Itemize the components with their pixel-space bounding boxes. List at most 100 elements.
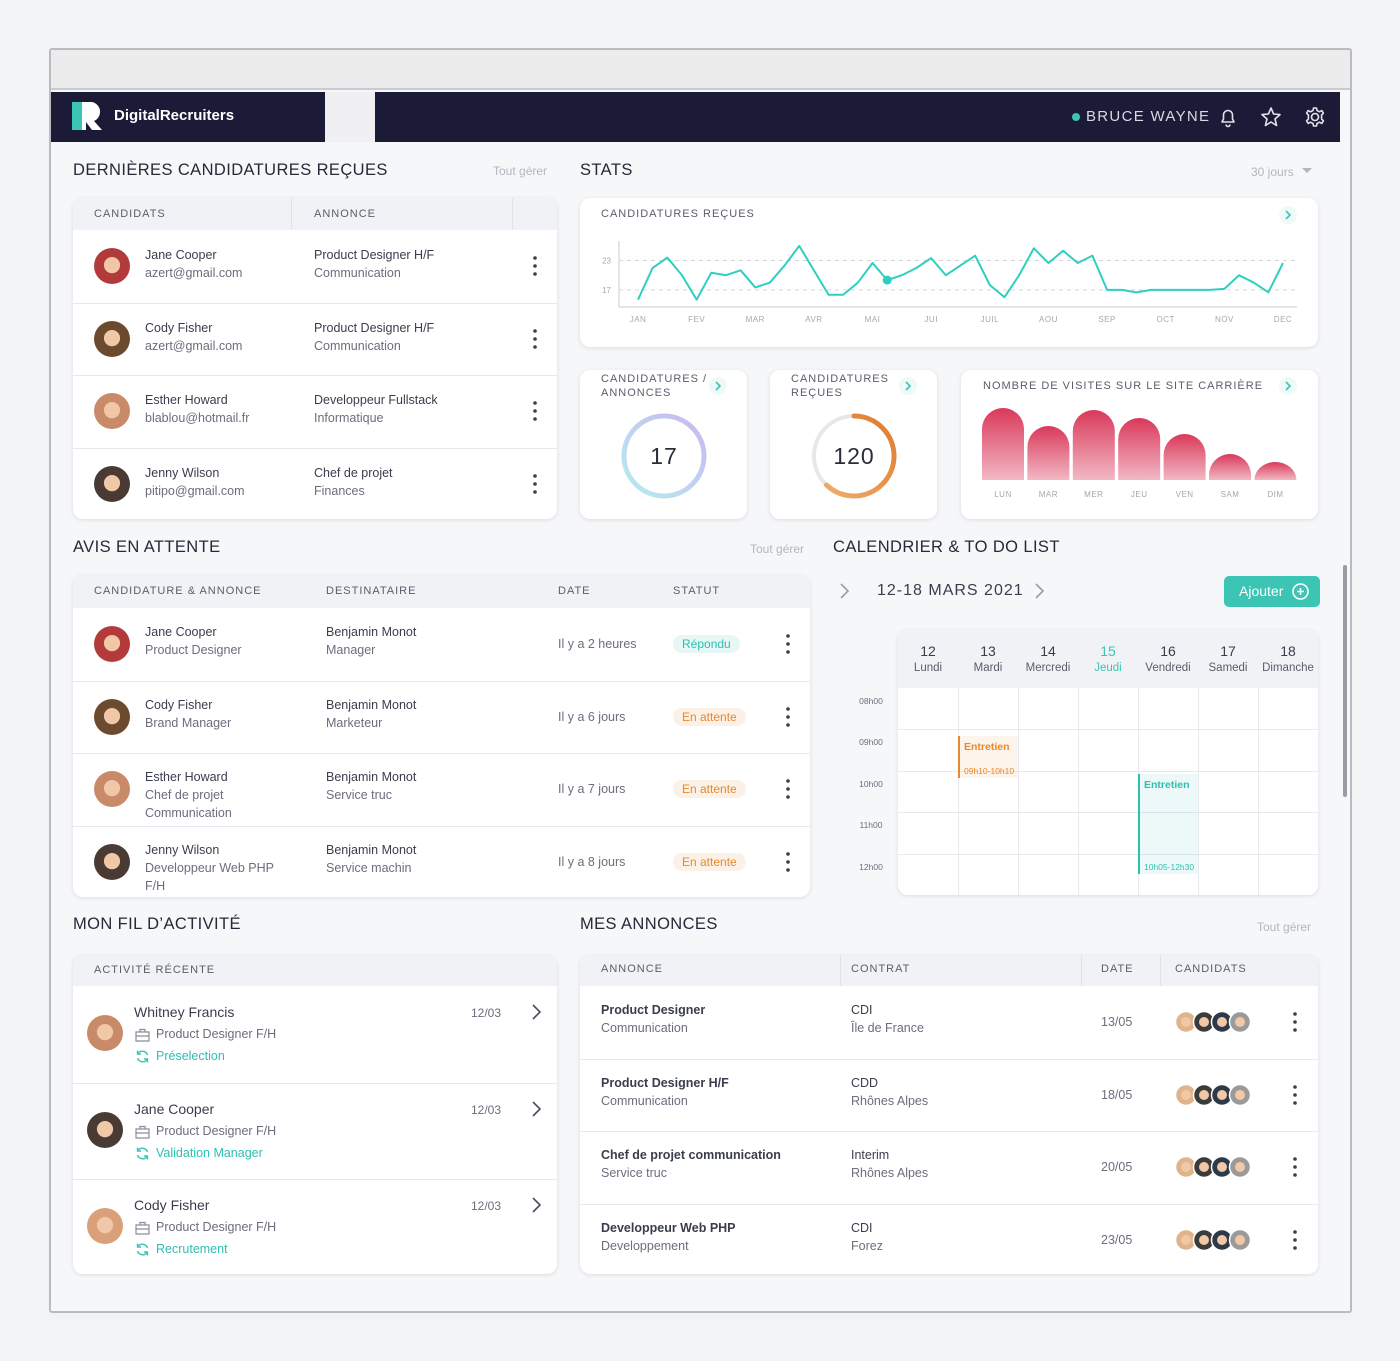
avatar-face bbox=[103, 474, 121, 491]
more-menu[interactable] bbox=[784, 706, 792, 727]
x-tick-label: DEC bbox=[1274, 315, 1292, 324]
activity-status: Recrutement bbox=[156, 1242, 228, 1256]
recipient-name: Benjamin Monot bbox=[326, 770, 417, 784]
more-menu[interactable] bbox=[531, 256, 539, 276]
application-detail: Developpeur Web PHP bbox=[145, 860, 275, 875]
chevron[interactable] bbox=[530, 1100, 542, 1117]
column-line bbox=[1078, 688, 1079, 895]
contract-type: CDI bbox=[851, 1220, 873, 1235]
caret bbox=[1302, 168, 1312, 173]
y-tick-label: 17 bbox=[602, 286, 611, 295]
dropdown-caret[interactable] bbox=[1302, 168, 1312, 174]
dot bbox=[786, 634, 790, 638]
more-menu[interactable] bbox=[784, 779, 792, 799]
more-menu[interactable] bbox=[784, 851, 792, 872]
more-menu[interactable] bbox=[531, 473, 539, 494]
avatar-face bbox=[1181, 1089, 1191, 1100]
dot bbox=[786, 859, 790, 864]
column-header: CONTRAT bbox=[851, 963, 911, 975]
navbar bbox=[51, 92, 1340, 142]
logo-b bbox=[82, 102, 102, 130]
location: Rhônes Alpes bbox=[851, 1166, 929, 1180]
day-number: 16 bbox=[1160, 643, 1176, 659]
candidate-avatar bbox=[1192, 1228, 1216, 1251]
star-icon-path bbox=[1261, 107, 1281, 127]
table-header bbox=[580, 955, 1318, 986]
kpi-value: 17 bbox=[650, 443, 678, 469]
star-icon[interactable] bbox=[1260, 106, 1282, 128]
dot bbox=[1293, 1020, 1297, 1024]
avatar-face bbox=[1235, 1089, 1245, 1100]
dot bbox=[533, 417, 537, 421]
avatar-face bbox=[96, 1217, 114, 1234]
candidate-email: pitipo@gmail.com bbox=[145, 483, 245, 498]
more-menu[interactable] bbox=[531, 328, 539, 349]
more-menu[interactable] bbox=[531, 401, 539, 421]
avatar-face bbox=[103, 852, 121, 869]
chevron[interactable] bbox=[838, 583, 850, 599]
chevron[interactable] bbox=[1282, 378, 1294, 394]
section-title: MON FIL D’ACTIVITÉ bbox=[73, 915, 241, 933]
bell-icon[interactable] bbox=[1217, 106, 1239, 128]
dot bbox=[533, 481, 537, 486]
dot bbox=[533, 336, 537, 341]
job-title: Product Designer H/F bbox=[601, 1075, 729, 1090]
dot bbox=[533, 344, 537, 349]
chevron[interactable] bbox=[530, 1197, 542, 1213]
avatar-face bbox=[1217, 1089, 1227, 1100]
avatar-face bbox=[1181, 1017, 1191, 1027]
dot bbox=[533, 256, 537, 260]
section-title: STATS bbox=[580, 161, 633, 179]
candidate-avatar bbox=[1210, 1083, 1234, 1106]
plus-icon bbox=[1292, 583, 1309, 600]
refresh-icon bbox=[136, 1243, 149, 1256]
more-menu[interactable] bbox=[1291, 1084, 1299, 1105]
settings-icon[interactable] bbox=[1304, 106, 1326, 128]
logo bbox=[72, 102, 102, 130]
line-series bbox=[637, 244, 1284, 301]
day-name: Mardi bbox=[973, 662, 1003, 674]
person-name: Whitney Francis bbox=[134, 1004, 235, 1020]
chevron-path bbox=[532, 1004, 542, 1020]
candidate-name: Jenny Wilson bbox=[145, 465, 220, 480]
day-name: Dimanche bbox=[1262, 662, 1314, 674]
chevron[interactable] bbox=[902, 378, 914, 394]
x-tick-label: JAN bbox=[630, 315, 647, 324]
col-sep bbox=[512, 198, 513, 230]
more-menu[interactable] bbox=[1291, 1012, 1299, 1032]
more-menu[interactable] bbox=[1291, 1157, 1299, 1177]
job-title: Developpeur Web PHP bbox=[601, 1220, 736, 1235]
avatar-face bbox=[1217, 1162, 1227, 1172]
row-divider bbox=[73, 447, 557, 449]
date: Il y a 2 heures bbox=[558, 637, 637, 651]
location: Rhônes Alpes bbox=[851, 1093, 929, 1108]
chevron[interactable] bbox=[1282, 207, 1294, 223]
dot bbox=[533, 401, 537, 405]
candidate-avatar bbox=[1192, 1010, 1216, 1034]
recipient-name: Benjamin Monot bbox=[326, 697, 417, 712]
row-line bbox=[898, 853, 1318, 855]
more-menu[interactable] bbox=[1291, 1229, 1299, 1250]
kpi-donut bbox=[811, 413, 897, 499]
column-header: DESTINATAIRE bbox=[326, 585, 417, 597]
chevron[interactable] bbox=[530, 1004, 542, 1020]
refresh bbox=[136, 1243, 149, 1256]
x-tick-label: SEP bbox=[1098, 315, 1116, 324]
job-title: Chef de projet bbox=[314, 465, 393, 480]
chevron-path bbox=[1035, 583, 1045, 599]
event[interactable] bbox=[1138, 774, 1198, 875]
avatar bbox=[87, 1111, 123, 1148]
chevron[interactable] bbox=[1033, 583, 1045, 599]
briefcase-icon bbox=[135, 1028, 150, 1042]
chevron-path bbox=[715, 381, 722, 391]
refresh bbox=[136, 1050, 149, 1063]
avatar-face bbox=[103, 329, 121, 346]
link-bg bbox=[899, 377, 917, 395]
more-menu[interactable] bbox=[784, 634, 792, 654]
recipient-name: Benjamin Monot bbox=[326, 842, 417, 857]
chart-title: NOMBRE DE VISITES SUR LE SITE CARRIÈRE bbox=[983, 380, 1264, 392]
event[interactable] bbox=[958, 736, 1018, 778]
chevron[interactable] bbox=[712, 378, 724, 394]
dot bbox=[1293, 1084, 1297, 1089]
scrollbar bbox=[1343, 565, 1347, 797]
